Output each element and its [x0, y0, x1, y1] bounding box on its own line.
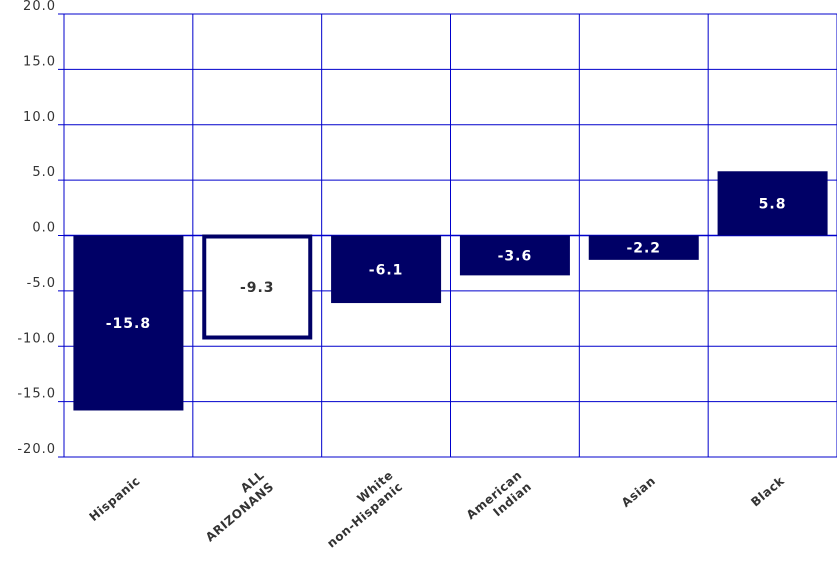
bar	[459, 235, 570, 276]
y-axis-ticks: -20.0 -15.0 -10.0 -5.0 0.0 5.0 10.0 15.0 20.0	[17, 0, 56, 457]
bar-value-label: 5.8	[759, 196, 787, 212]
y-tick-label: 20.0	[23, 0, 56, 14]
chart-bars: -15.8 -9.3 -6.1 -3.6 -2.2 5.8	[73, 171, 828, 411]
y-tick-label: -10.0	[17, 331, 56, 346]
x-category-label: Asian	[619, 474, 658, 510]
bar	[73, 235, 184, 411]
y-tick-label: 10.0	[23, 110, 56, 125]
bar	[331, 235, 442, 304]
x-category-label-line: Asian	[619, 474, 658, 510]
x-category-label: Hispanic	[87, 474, 143, 524]
x-category-label: Black	[748, 473, 787, 509]
bar	[588, 235, 699, 260]
bar-value-label: -9.3	[240, 280, 275, 296]
bar-value-label: -2.2	[626, 241, 661, 257]
y-tick-label: 5.0	[32, 165, 56, 180]
chart-grid	[58, 13, 837, 458]
y-tick-label: 15.0	[23, 54, 56, 69]
bar	[717, 171, 828, 236]
bar-value-label: -15.8	[106, 316, 151, 332]
y-tick-label: -5.0	[27, 276, 56, 291]
y-tick-label: -15.0	[17, 387, 56, 402]
x-category-label-line: Black	[748, 473, 787, 509]
bar	[202, 234, 313, 340]
x-category-label-line: Hispanic	[87, 474, 143, 524]
y-tick-label: -20.0	[17, 442, 56, 457]
x-category-label-line: ARIZONANS	[203, 479, 277, 544]
bar-value-label: -6.1	[369, 262, 404, 278]
bar-value-label: -3.6	[498, 248, 533, 264]
y-tick-label: 0.0	[32, 221, 56, 236]
